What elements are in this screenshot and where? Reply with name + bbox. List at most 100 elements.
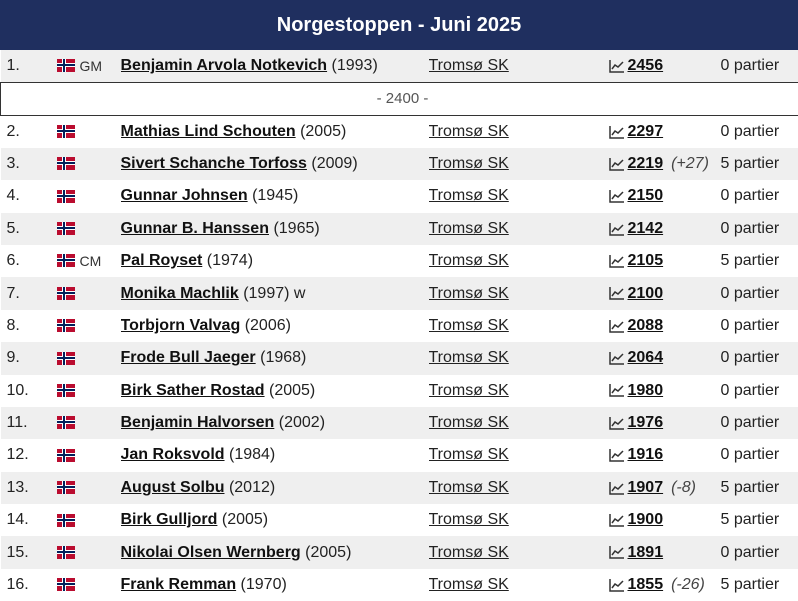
norway-flag-icon <box>56 351 75 365</box>
rating-link[interactable]: 1916 <box>627 446 664 464</box>
rating-link[interactable]: 1980 <box>627 381 664 399</box>
club-link[interactable]: Tromsø SK <box>428 284 509 302</box>
rating-link[interactable]: 1976 <box>627 414 664 432</box>
rank-number: 7. <box>6 284 20 302</box>
rating-link[interactable]: 2297 <box>627 122 664 140</box>
club-link[interactable]: Tromsø SK <box>428 576 509 594</box>
line-chart-icon[interactable] <box>608 481 625 495</box>
name-cell: Frank Remman (1970) <box>121 569 429 601</box>
table-row: 5. Gunnar B. Hanssen (1965) Tromsø SK 21… <box>0 212 798 245</box>
rating-link[interactable]: 1900 <box>627 511 664 529</box>
rating-link[interactable]: 2219 <box>627 154 664 172</box>
flag-cell <box>56 310 121 342</box>
player-name-link[interactable]: Birk Sather Rostad <box>120 381 265 399</box>
player-name-link[interactable]: Gunnar Johnsen <box>120 187 248 205</box>
player-name-link[interactable]: Jan Roksvold <box>120 446 225 464</box>
line-chart-icon[interactable] <box>608 351 625 365</box>
name-cell: Benjamin Halvorsen (2002) <box>121 407 429 439</box>
name-cell: Pal Royset (1974) <box>121 245 429 277</box>
rank-cell: 11. <box>1 407 57 439</box>
partier-cell: 5 partier <box>721 504 798 536</box>
club-link[interactable]: Tromsø SK <box>428 252 509 270</box>
norway-flag-icon <box>56 222 75 236</box>
club-link[interactable]: Tromsø SK <box>428 219 509 237</box>
flag-cell <box>56 180 121 212</box>
club-link[interactable]: Tromsø SK <box>428 187 509 205</box>
club-link[interactable]: Tromsø SK <box>428 316 509 334</box>
line-chart-icon[interactable] <box>608 448 625 462</box>
player-name-link[interactable]: Pal Royset <box>120 252 203 270</box>
flag-cell <box>56 213 121 245</box>
games-count: 0 partier <box>720 122 780 140</box>
club-link[interactable]: Tromsø SK <box>428 349 509 367</box>
line-chart-icon[interactable] <box>608 319 625 333</box>
line-chart-icon[interactable] <box>608 416 625 430</box>
page-title: Norgestoppen - Juni 2025 <box>0 0 798 50</box>
rating-cell: 2100 <box>608 277 721 309</box>
player-name-link[interactable]: Birk Gulljord <box>120 511 218 529</box>
club-cell: Tromsø SK <box>429 310 609 342</box>
club-link[interactable]: Tromsø SK <box>428 414 509 432</box>
line-chart-icon[interactable] <box>608 513 625 527</box>
player-name-link[interactable]: Benjamin Arvola Notkevich <box>120 56 328 74</box>
rating-link[interactable]: 2150 <box>627 187 664 205</box>
line-chart-icon[interactable] <box>608 125 625 139</box>
club-link[interactable]: Tromsø SK <box>428 511 509 529</box>
club-link[interactable]: Tromsø SK <box>428 543 509 561</box>
line-chart-icon[interactable] <box>608 254 625 268</box>
birth-year: (1974) <box>206 252 254 270</box>
title-badge: CM <box>79 252 102 269</box>
rating-link[interactable]: 2100 <box>627 284 664 302</box>
games-count: 5 partier <box>720 478 780 496</box>
club-link[interactable]: Tromsø SK <box>428 56 509 74</box>
club-cell: Tromsø SK <box>429 472 609 504</box>
club-link[interactable]: Tromsø SK <box>428 381 509 399</box>
rating-link[interactable]: 2064 <box>627 349 664 367</box>
rating-change: (-8) <box>671 478 696 496</box>
club-link[interactable]: Tromsø SK <box>428 122 509 140</box>
partier-cell: 0 partier <box>721 407 798 439</box>
rating-link[interactable]: 2142 <box>627 219 664 237</box>
line-chart-icon[interactable] <box>608 157 625 171</box>
line-chart-icon[interactable] <box>608 59 625 73</box>
rating-link[interactable]: 2456 <box>627 56 664 74</box>
line-chart-icon[interactable] <box>608 383 625 398</box>
line-chart-icon[interactable] <box>608 286 625 301</box>
player-name-link[interactable]: Monika Machlik <box>120 284 239 302</box>
partier-cell: 0 partier <box>721 439 798 471</box>
rating-link[interactable]: 2088 <box>627 316 664 334</box>
club-link[interactable]: Tromsø SK <box>428 154 509 172</box>
player-name-link[interactable]: Gunnar B. Hanssen <box>120 219 269 237</box>
rank-cell: 2. <box>1 115 57 147</box>
rating-link[interactable]: 1907 <box>627 478 664 496</box>
rating-link[interactable]: 1891 <box>627 543 664 561</box>
birth-year: (2012) <box>228 478 276 496</box>
club-link[interactable]: Tromsø SK <box>428 478 509 496</box>
rating-link[interactable]: 2105 <box>627 252 664 270</box>
player-name-link[interactable]: August Solbu <box>120 478 225 496</box>
player-name-link[interactable]: Frode Bull Jaeger <box>120 349 256 367</box>
rank-number: 14. <box>6 511 29 529</box>
games-count: 0 partier <box>720 446 780 464</box>
line-chart-icon[interactable] <box>608 545 625 560</box>
line-chart-icon[interactable] <box>608 222 625 236</box>
club-link[interactable]: Tromsø SK <box>428 446 509 464</box>
rating-cell: 1980 <box>608 375 721 407</box>
rating-link[interactable]: 1855 <box>627 576 664 594</box>
name-cell: Frode Bull Jaeger (1968) <box>121 342 429 374</box>
line-chart-icon[interactable] <box>608 189 625 203</box>
rating-cell: 1916 <box>608 439 721 471</box>
games-count: 5 partier <box>720 252 780 270</box>
player-name-link[interactable]: Sivert Schanche Torfoss <box>120 154 307 172</box>
rating-cell: 1855 (-26) <box>608 569 721 601</box>
rank-number: 1. <box>6 56 20 74</box>
flag-cell <box>56 472 121 504</box>
player-name-link[interactable]: Mathias Lind Schouten <box>120 122 296 140</box>
player-name-link[interactable]: Benjamin Halvorsen <box>120 414 275 432</box>
rank-number: 13. <box>6 478 29 496</box>
player-name-link[interactable]: Nikolai Olsen Wernberg <box>120 543 301 561</box>
player-name-link[interactable]: Torbjorn Valvag <box>120 316 241 334</box>
player-name-link[interactable]: Frank Remman <box>120 576 237 594</box>
line-chart-icon[interactable] <box>608 578 625 592</box>
